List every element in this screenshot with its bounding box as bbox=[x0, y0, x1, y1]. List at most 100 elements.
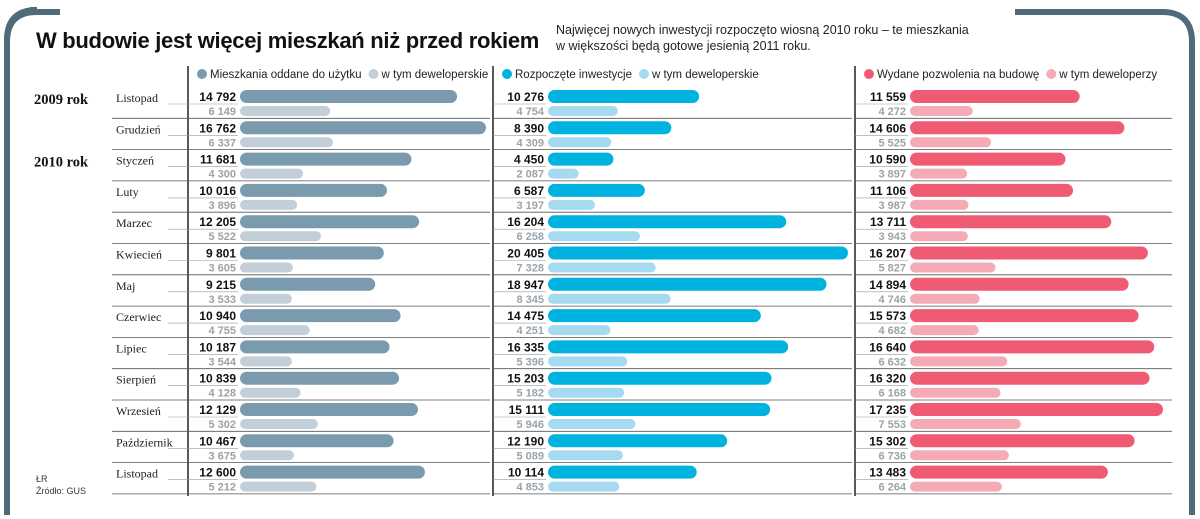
bar-main bbox=[240, 183, 387, 197]
bar-sub bbox=[910, 262, 996, 273]
value-label: 16 762 bbox=[199, 121, 236, 135]
month-label: Luty bbox=[116, 185, 139, 199]
value-label: 14 475 bbox=[507, 309, 544, 323]
legend-marker bbox=[638, 69, 649, 79]
bar-main bbox=[910, 465, 1108, 479]
value-label: 8 390 bbox=[514, 121, 544, 135]
value-label: 10 839 bbox=[199, 372, 236, 386]
value-label: 17 235 bbox=[869, 403, 906, 417]
bar-sub bbox=[910, 419, 1021, 429]
value-label: 11 559 bbox=[870, 90, 906, 104]
bar-sub bbox=[548, 262, 656, 273]
bar-sub bbox=[240, 231, 322, 242]
value-label: 20 405 bbox=[507, 247, 544, 261]
value-label-sub: 3 987 bbox=[878, 200, 906, 212]
value-label-sub: 4 128 bbox=[208, 388, 236, 400]
value-label-sub: 5 182 bbox=[516, 388, 544, 400]
bar-sub bbox=[548, 481, 620, 492]
month-label: Sierpień bbox=[116, 373, 156, 387]
bar-main bbox=[910, 246, 1148, 260]
value-label-sub: 4 300 bbox=[208, 169, 236, 181]
value-label: 16 207 bbox=[869, 247, 906, 261]
value-label: 14 606 bbox=[869, 121, 906, 135]
value-label: 12 190 bbox=[507, 434, 544, 448]
bar-main bbox=[240, 277, 376, 291]
author-note: ŁR bbox=[36, 474, 48, 484]
value-label: 11 681 bbox=[200, 153, 236, 167]
value-label-sub: 8 345 bbox=[516, 294, 544, 306]
bar-sub bbox=[548, 293, 671, 304]
bar-sub bbox=[548, 168, 579, 179]
value-label-sub: 5 089 bbox=[516, 450, 544, 462]
value-label: 9 215 bbox=[206, 278, 236, 292]
value-label: 12 129 bbox=[199, 403, 236, 417]
value-label-sub: 4 251 bbox=[516, 325, 544, 337]
bar-sub bbox=[240, 168, 304, 179]
value-label-sub: 4 853 bbox=[516, 482, 544, 494]
month-label: Czerwiec bbox=[116, 310, 161, 324]
value-label: 15 111 bbox=[509, 403, 545, 417]
value-label-sub: 5 522 bbox=[208, 231, 236, 243]
value-label-sub: 6 149 bbox=[208, 106, 236, 118]
value-label: 9 801 bbox=[206, 247, 236, 261]
bar-main bbox=[240, 403, 419, 416]
bar-main bbox=[548, 403, 771, 416]
month-label: Lipiec bbox=[116, 341, 147, 355]
bar-sub bbox=[910, 168, 968, 179]
value-label-sub: 5 212 bbox=[208, 482, 236, 494]
legend-marker bbox=[1046, 69, 1057, 79]
bar-sub bbox=[548, 419, 636, 429]
bar-sub bbox=[910, 199, 969, 210]
bar-sub bbox=[910, 450, 1009, 461]
value-label-sub: 4 682 bbox=[878, 325, 906, 337]
bar-main bbox=[548, 340, 789, 354]
value-label-sub: 6 168 bbox=[878, 388, 906, 400]
value-label-sub: 4 754 bbox=[516, 106, 544, 118]
bar-main bbox=[910, 403, 1163, 416]
bar-sub bbox=[240, 262, 293, 273]
bar-main bbox=[240, 340, 390, 354]
value-label: 4 450 bbox=[514, 153, 544, 167]
value-label-sub: 3 943 bbox=[878, 231, 906, 243]
bar-main bbox=[240, 152, 412, 166]
value-label: 16 204 bbox=[507, 215, 544, 229]
subtitle: Najwięcej nowych inwestycji rozpoczęto w… bbox=[556, 23, 969, 53]
bar-sub bbox=[910, 231, 968, 242]
value-label-sub: 3 533 bbox=[208, 294, 236, 306]
bar-main bbox=[548, 90, 700, 103]
bar-sub bbox=[548, 199, 596, 210]
value-label: 10 114 bbox=[508, 466, 544, 480]
bar-main bbox=[548, 371, 772, 385]
value-label-sub: 5 827 bbox=[878, 263, 906, 275]
value-label-sub: 6 632 bbox=[878, 356, 906, 368]
value-label: 15 203 bbox=[507, 372, 544, 386]
bar-main bbox=[240, 371, 400, 385]
bar-sub bbox=[548, 450, 623, 461]
value-label-sub: 4 746 bbox=[878, 294, 906, 306]
month-label: Marzec bbox=[116, 216, 152, 230]
value-label: 12 600 bbox=[199, 466, 236, 480]
bar-main bbox=[548, 434, 728, 448]
legend-label: w tym deweloperskie bbox=[381, 69, 489, 81]
bar-main bbox=[548, 183, 645, 197]
value-label: 6 587 bbox=[514, 184, 544, 198]
value-label-sub: 2 087 bbox=[516, 169, 544, 181]
bar-sub bbox=[240, 106, 331, 116]
value-label-sub: 5 396 bbox=[516, 356, 544, 368]
bar-sub bbox=[548, 356, 628, 367]
value-label-sub: 6 264 bbox=[878, 482, 906, 494]
value-label: 13 483 bbox=[869, 466, 906, 480]
month-label: Listopad bbox=[116, 91, 158, 105]
bar-sub bbox=[910, 137, 992, 148]
value-label: 18 947 bbox=[507, 278, 544, 292]
value-label-sub: 3 544 bbox=[208, 356, 236, 368]
bar-main bbox=[240, 90, 458, 103]
bar-main bbox=[910, 215, 1112, 229]
page-title: W budowie jest więcej mieszkań niż przed… bbox=[36, 28, 540, 53]
chart: Listopad Grudzień Styczeń Luty Marzec Kwiecie… bbox=[34, 66, 1172, 496]
value-label-sub: 7 328 bbox=[516, 263, 544, 275]
frame-border bbox=[4, 7, 38, 515]
legend-label: w tym deweloperskie bbox=[651, 69, 759, 81]
bar-sub bbox=[240, 356, 293, 367]
bar-main bbox=[548, 121, 672, 135]
